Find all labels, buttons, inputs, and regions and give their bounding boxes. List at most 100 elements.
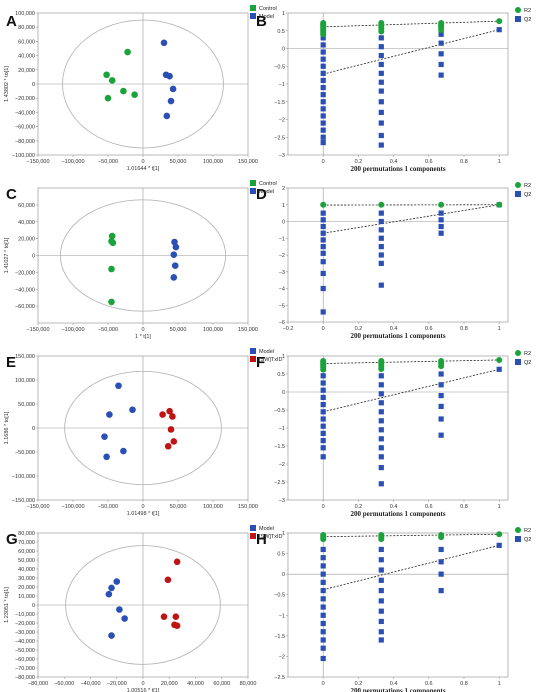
y-tick-label: 100,000 bbox=[15, 378, 35, 384]
y-tick-label: 30,000 bbox=[18, 576, 35, 582]
point-q2 bbox=[378, 598, 384, 604]
x-tick-label: 1 bbox=[498, 326, 501, 332]
legend-label: Model bbox=[259, 189, 274, 195]
point-q2 bbox=[378, 382, 384, 388]
legend-swatch bbox=[515, 350, 521, 356]
x-tick-label: −100,000 bbox=[61, 504, 84, 510]
point-model bbox=[163, 112, 171, 120]
y-tick-label: 0 bbox=[32, 254, 35, 260]
y-tick-label: −1 bbox=[279, 82, 285, 88]
legend-swatch bbox=[515, 527, 521, 533]
point-model bbox=[115, 382, 122, 390]
hotelling-ellipse bbox=[62, 19, 224, 149]
point-model bbox=[108, 584, 115, 592]
chart-a: −150,000 −100,000 −50,000 0 50,000 100,000 150… bbox=[4, 5, 277, 172]
point-model bbox=[129, 406, 136, 414]
legend-label: R2 bbox=[524, 183, 531, 189]
point-q2 bbox=[438, 230, 444, 236]
x-tick-label: 80,000 bbox=[240, 681, 257, 687]
q2-regression-line bbox=[323, 29, 500, 75]
point-q2 bbox=[320, 423, 326, 429]
point-swtxid bbox=[173, 558, 181, 566]
point-q2 bbox=[378, 44, 384, 50]
r2-regression-line bbox=[323, 359, 500, 364]
y-tick-label: −0.5 bbox=[274, 64, 285, 70]
point-q2 bbox=[320, 629, 326, 635]
point-q2 bbox=[378, 260, 384, 266]
y-tick-label: −80,000 bbox=[15, 139, 35, 145]
legend-swatch bbox=[250, 13, 256, 19]
y-tick-label: −6 bbox=[279, 320, 285, 326]
y-tick-label: −100,000 bbox=[12, 474, 35, 480]
y-tick-label: −60,000 bbox=[15, 125, 35, 131]
y-tick-label: 10,000 bbox=[18, 594, 35, 600]
point-q2 bbox=[378, 227, 384, 233]
point-q2 bbox=[378, 244, 384, 250]
point-control bbox=[124, 48, 131, 56]
point-q2 bbox=[378, 608, 384, 614]
x-axis-label: 200 permutations 1 components bbox=[350, 165, 445, 173]
y-tick-label: −2 bbox=[279, 654, 285, 660]
panel-letter-h: H bbox=[256, 531, 267, 548]
legend-label: R2 bbox=[524, 528, 531, 534]
y-tick-label: 0 bbox=[282, 47, 285, 53]
x-tick-label: −150,000 bbox=[26, 327, 49, 333]
y-tick-label: −50,000 bbox=[15, 648, 35, 654]
point-q2 bbox=[320, 56, 326, 62]
point-r2 bbox=[378, 536, 385, 543]
point-r2 bbox=[496, 356, 503, 363]
x-tick-label: 0 bbox=[322, 326, 325, 332]
point-q2 bbox=[320, 579, 326, 585]
hotelling-ellipse bbox=[59, 199, 227, 312]
point-q2 bbox=[378, 235, 384, 241]
point-q2 bbox=[320, 134, 326, 140]
point-q2 bbox=[438, 371, 444, 377]
legend-label: Model bbox=[259, 526, 274, 532]
point-q2 bbox=[320, 77, 326, 84]
y-axis-label: 1.23051 * to[1] bbox=[4, 587, 10, 623]
panel-letter-d: D bbox=[256, 186, 267, 203]
y-tick-label: −2.5 bbox=[274, 480, 285, 486]
point-q2 bbox=[438, 559, 444, 565]
point-q2 bbox=[378, 454, 384, 460]
point-q2 bbox=[378, 120, 384, 126]
y-tick-label: −40,000 bbox=[15, 287, 35, 293]
point-q2 bbox=[320, 84, 326, 91]
y-tick-label: 40,000 bbox=[18, 567, 35, 573]
y-tick-label: 0 bbox=[32, 426, 35, 432]
point-q2 bbox=[320, 588, 326, 594]
point-q2 bbox=[438, 31, 444, 37]
legend-label: Q2 bbox=[524, 537, 531, 543]
y-tick-label: 20,000 bbox=[18, 68, 35, 74]
x-tick-label: −150,000 bbox=[26, 159, 49, 165]
y-tick-label: −3 bbox=[279, 498, 285, 504]
legend-label: Control bbox=[259, 6, 277, 12]
point-q2 bbox=[320, 387, 326, 393]
point-q2 bbox=[438, 223, 444, 230]
point-r2 bbox=[438, 27, 445, 34]
panel-letter-g: G bbox=[6, 531, 18, 548]
point-q2 bbox=[320, 120, 326, 126]
x-tick-label: 0.8 bbox=[460, 159, 468, 165]
point-q2 bbox=[378, 418, 384, 424]
point-q2 bbox=[378, 79, 384, 85]
point-control bbox=[108, 265, 115, 273]
point-q2 bbox=[438, 51, 444, 57]
point-q2 bbox=[378, 481, 384, 487]
point-q2 bbox=[320, 571, 326, 577]
point-q2 bbox=[320, 655, 326, 662]
point-model bbox=[105, 590, 113, 598]
y-tick-label: −3 bbox=[279, 153, 285, 159]
point-q2 bbox=[320, 63, 326, 69]
point-r2 bbox=[320, 31, 327, 38]
y-tick-label: 0 bbox=[282, 572, 285, 578]
point-q2 bbox=[320, 416, 326, 422]
x-tick-label: 150,000 bbox=[238, 504, 258, 510]
point-q2 bbox=[496, 542, 502, 548]
point-q2 bbox=[378, 409, 384, 415]
x-tick-label: −100,000 bbox=[61, 327, 84, 333]
point-swtxid bbox=[159, 411, 166, 418]
point-q2 bbox=[378, 132, 384, 139]
point-q2 bbox=[378, 61, 384, 68]
point-q2 bbox=[320, 244, 326, 250]
